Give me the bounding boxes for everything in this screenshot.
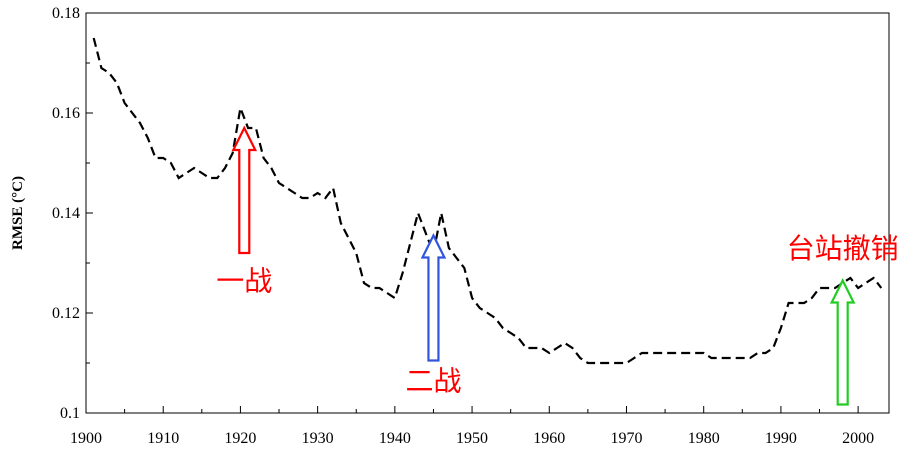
x-tick-label: 1930 bbox=[302, 430, 334, 447]
x-tick-label: 1900 bbox=[70, 430, 102, 447]
annotation-label: 一战 bbox=[216, 265, 272, 298]
annotation-label: 二战 bbox=[405, 365, 461, 398]
y-tick-label: 0.18 bbox=[52, 5, 80, 22]
data-series-line bbox=[92, 37, 883, 365]
y-tick-label: 0.14 bbox=[52, 205, 80, 222]
x-tick-label: 1920 bbox=[224, 430, 256, 447]
plot-frame bbox=[85, 12, 890, 414]
y-axis-label: RMSE (°C) bbox=[10, 176, 26, 250]
annotation-label: 台站撤销 bbox=[787, 232, 899, 265]
x-tick-label: 1970 bbox=[610, 430, 642, 447]
x-tick-label: 2000 bbox=[842, 430, 874, 447]
annotation-arrow bbox=[231, 125, 258, 255]
x-tick-label: 1940 bbox=[379, 430, 411, 447]
x-tick-label: 1990 bbox=[765, 430, 797, 447]
y-tick-label: 0.1 bbox=[60, 405, 80, 422]
annotation-arrow bbox=[420, 233, 447, 362]
annotation-arrow bbox=[829, 278, 856, 406]
x-tick-label: 1960 bbox=[533, 430, 565, 447]
y-tick-label: 0.16 bbox=[52, 105, 80, 122]
y-tick-label: 0.12 bbox=[52, 305, 80, 322]
x-tick-label: 1950 bbox=[456, 430, 488, 447]
x-tick-label: 1980 bbox=[688, 430, 720, 447]
x-tick-label: 1910 bbox=[147, 430, 179, 447]
